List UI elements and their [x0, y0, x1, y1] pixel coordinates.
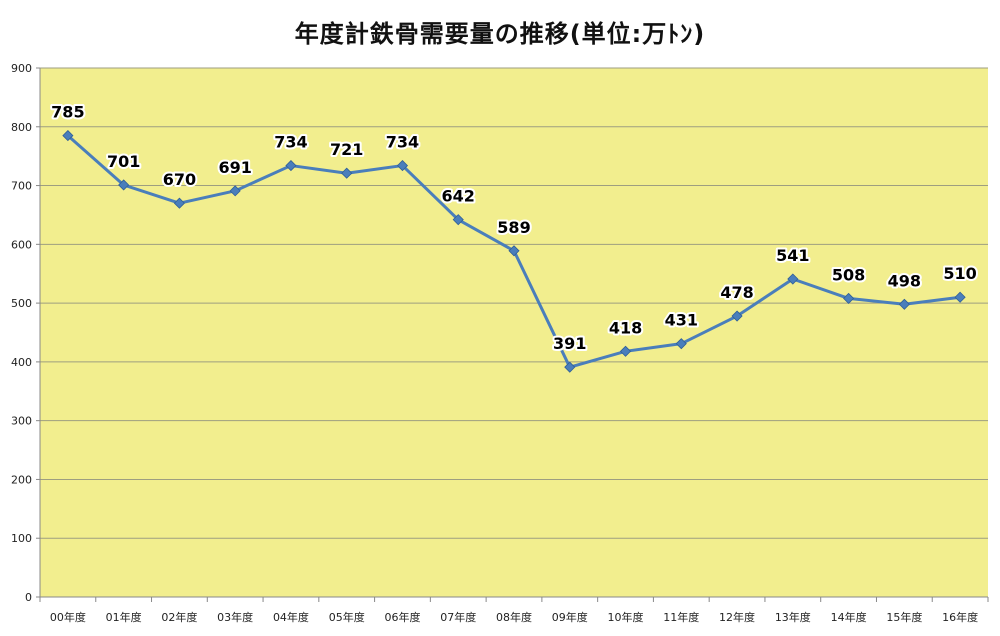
gridlines: [40, 67, 988, 539]
y-tick-label: 700: [11, 180, 32, 193]
y-tick-label: 400: [11, 356, 32, 369]
y-tick-label: 200: [11, 473, 32, 486]
chart-title: 年度計鉄骨需要量の推移(単位:万ﾄﾝ): [294, 20, 706, 48]
y-tick-label: 300: [11, 415, 32, 428]
y-axis-tick-labels: 0 100 200 300 400 500 600 700 800 900: [11, 62, 40, 604]
x-tick-label: 08年度: [496, 610, 532, 624]
x-tick-label: 07年度: [440, 610, 476, 624]
data-label: 418: [609, 318, 642, 337]
x-tick-label: 13年度: [775, 610, 811, 624]
x-tick-label: 14年度: [831, 610, 867, 624]
data-label: 508: [832, 265, 865, 284]
data-markers: [62, 130, 966, 373]
data-labels: 785 701 670 691 734 721 734 642 589 391 418 431 478 5…: [49, 101, 979, 356]
data-marker: [954, 291, 966, 303]
data-marker: [619, 345, 632, 357]
data-marker: [341, 167, 353, 179]
data-label: 691: [218, 158, 251, 177]
data-label: 478: [720, 283, 753, 302]
data-label: 721: [330, 140, 363, 159]
y-tick-label: 800: [11, 121, 32, 134]
data-marker: [396, 160, 409, 172]
data-marker: [843, 292, 855, 304]
data-label: 510: [943, 264, 976, 283]
data-marker: [452, 214, 464, 226]
plot-area: [40, 68, 988, 597]
x-tick-label: 10年度: [608, 610, 644, 624]
data-marker: [675, 338, 687, 350]
axes: [39, 68, 988, 598]
y-tick-label: 900: [11, 62, 32, 75]
data-marker: [62, 130, 74, 142]
data-marker: [285, 160, 297, 172]
x-tick-label: 12年度: [719, 610, 755, 624]
y-tick-label: 0: [25, 591, 32, 604]
data-marker: [118, 179, 130, 191]
data-label: 391: [553, 334, 586, 353]
data-label: 589: [497, 218, 530, 237]
y-tick-label: 100: [11, 532, 32, 545]
data-label: 670: [163, 170, 196, 189]
data-marker: [173, 197, 185, 209]
x-tick-label: 02年度: [161, 610, 197, 624]
x-tick-label: 09年度: [552, 610, 588, 624]
x-tick-label: 06年度: [384, 610, 420, 624]
x-tick-label: 11年度: [663, 610, 699, 624]
y-tick-label: 600: [11, 238, 32, 251]
data-label: 734: [386, 133, 419, 152]
x-axis-tick-labels: 00年度 01年度 02年度 03年度 04年度 05年度 06年度 07年度 08年度 09年度…: [39, 597, 989, 624]
x-tick-label: 16年度: [942, 610, 978, 624]
x-tick-label: 15年度: [886, 610, 922, 624]
data-marker: [731, 310, 743, 322]
data-label: 734: [274, 133, 307, 152]
y-tick-label: 500: [11, 297, 32, 310]
x-tick-label: 03年度: [217, 610, 253, 624]
data-marker: [898, 298, 910, 310]
data-marker: [564, 361, 576, 373]
data-label: 701: [107, 152, 140, 171]
data-label: 431: [665, 311, 698, 330]
x-tick-label: 00年度: [50, 610, 86, 624]
data-marker: [508, 245, 520, 257]
data-label: 541: [776, 246, 809, 265]
x-tick-label: 05年度: [329, 610, 365, 624]
data-label: 498: [888, 271, 921, 290]
data-label: 642: [442, 187, 475, 206]
x-tick-label: 04年度: [273, 610, 309, 624]
x-tick-label: 01年度: [106, 610, 142, 624]
data-label: 785: [51, 103, 84, 122]
data-marker: [229, 185, 241, 197]
data-marker: [787, 273, 799, 285]
